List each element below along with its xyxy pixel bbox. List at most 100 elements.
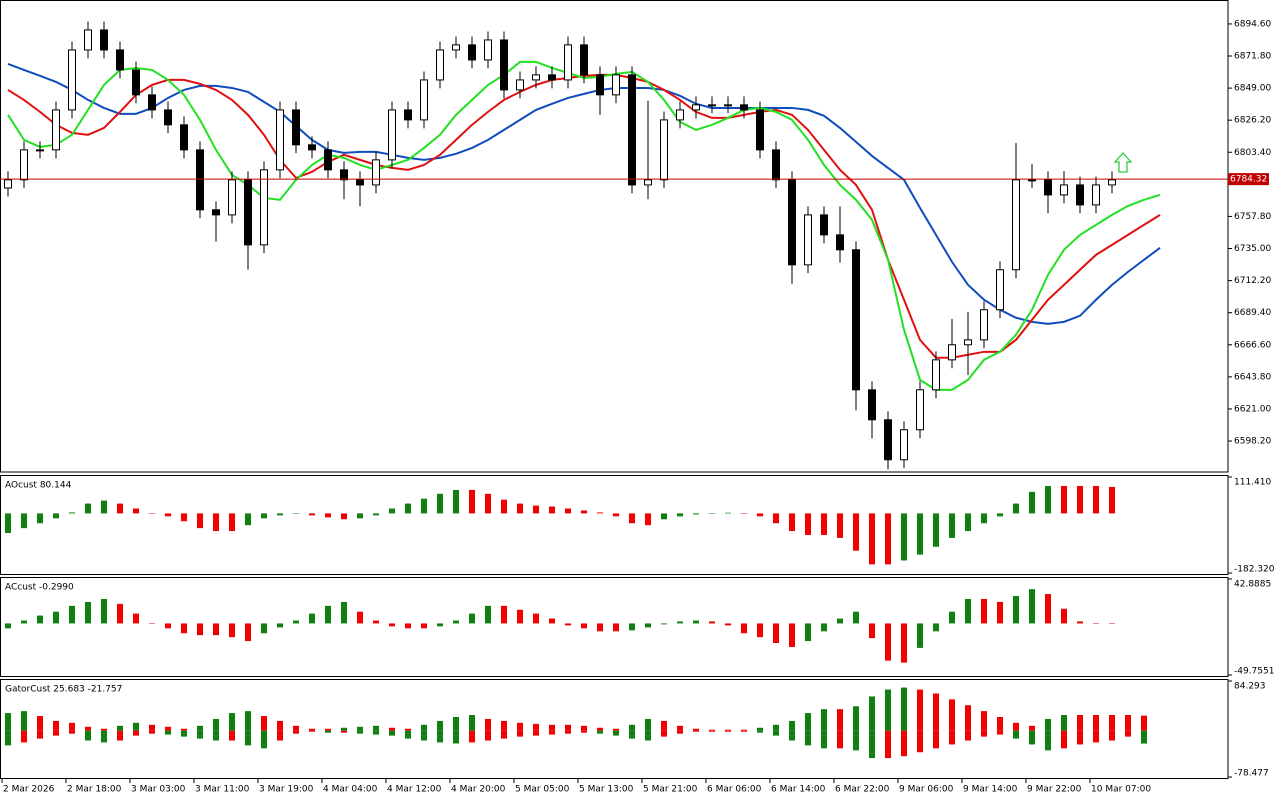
gator-bar bbox=[1077, 730, 1083, 745]
panel-title: ACcust -0.2990 bbox=[5, 583, 74, 593]
y-tick-label: -49.7551 bbox=[1234, 667, 1274, 677]
candle-body bbox=[340, 169, 348, 181]
histogram-bar bbox=[293, 620, 299, 624]
gator-bar bbox=[101, 730, 107, 743]
histogram-bar bbox=[581, 623, 587, 629]
gator-bar bbox=[581, 725, 587, 731]
histogram-bar bbox=[133, 613, 139, 624]
x-tick-label: 4 Mar 20:00 bbox=[451, 785, 506, 795]
gator-bar bbox=[773, 730, 779, 736]
y-tick-label: 111.410 bbox=[1234, 478, 1271, 488]
histogram-bar bbox=[357, 611, 363, 624]
gator-bar bbox=[405, 730, 411, 739]
gator-bar bbox=[261, 730, 267, 749]
histogram-bar bbox=[773, 513, 779, 524]
histogram-bar bbox=[933, 623, 939, 632]
gator-bar bbox=[821, 709, 827, 731]
y-tick-label: 6803.40 bbox=[1234, 148, 1271, 158]
histogram-bar bbox=[341, 601, 347, 624]
panel-title: AOcust 80.144 bbox=[5, 481, 72, 491]
candle-body bbox=[676, 109, 684, 121]
gator-bar bbox=[181, 728, 187, 731]
candle-body bbox=[1108, 179, 1116, 186]
histogram-bar bbox=[805, 623, 811, 642]
candle-body bbox=[84, 29, 92, 51]
gator-bar bbox=[421, 724, 427, 731]
gator-bar bbox=[949, 699, 955, 731]
y-tick-label: 6712.20 bbox=[1234, 276, 1271, 286]
gator-bar bbox=[277, 720, 283, 731]
gator-bar bbox=[293, 725, 299, 731]
candle-body bbox=[1076, 184, 1084, 206]
y-tick-label: 6621.00 bbox=[1234, 404, 1271, 414]
candle-body bbox=[1012, 179, 1020, 271]
histogram-bar bbox=[965, 598, 971, 624]
gator-bar bbox=[437, 730, 443, 743]
candle-body bbox=[708, 104, 716, 107]
gator-bar bbox=[245, 711, 251, 731]
candle-body bbox=[756, 109, 764, 151]
histogram-bar bbox=[5, 513, 11, 534]
gator-bar bbox=[1093, 715, 1099, 731]
gator-bar bbox=[949, 730, 955, 745]
candle-body bbox=[276, 109, 284, 171]
histogram-bar bbox=[1093, 485, 1099, 514]
histogram-bar bbox=[1029, 491, 1035, 514]
candle-body bbox=[564, 44, 572, 81]
histogram-bar bbox=[709, 513, 715, 514]
histogram-bar bbox=[661, 513, 667, 520]
y-tick-label: -78.477 bbox=[1234, 769, 1269, 779]
gator-bar bbox=[837, 709, 843, 731]
candle-body bbox=[500, 39, 508, 91]
gator-bar bbox=[1093, 730, 1099, 743]
y-tick-label: 6757.80 bbox=[1234, 212, 1271, 222]
histogram-bar bbox=[565, 623, 571, 626]
gator-bar bbox=[1141, 730, 1147, 744]
gator-bar bbox=[1029, 730, 1035, 745]
histogram-bar bbox=[533, 613, 539, 624]
histogram-bar bbox=[149, 513, 155, 514]
histogram-bar bbox=[709, 621, 715, 624]
gator-bar bbox=[501, 720, 507, 731]
histogram-bar bbox=[677, 621, 683, 624]
histogram-bar bbox=[277, 513, 283, 516]
gator-bar bbox=[661, 720, 667, 731]
gator-bar bbox=[901, 730, 907, 757]
candle-body bbox=[388, 109, 396, 161]
gator-bar bbox=[693, 728, 699, 731]
gator-bar bbox=[197, 725, 203, 731]
candle-body bbox=[772, 149, 780, 181]
histogram-bar bbox=[165, 623, 171, 629]
histogram-bar bbox=[981, 513, 987, 524]
histogram-bar bbox=[949, 513, 955, 538]
gator-bar bbox=[5, 713, 11, 731]
current-price-box bbox=[1228, 173, 1269, 186]
gator-bar bbox=[389, 730, 395, 736]
candle-body bbox=[228, 179, 236, 216]
histogram-bar bbox=[469, 613, 475, 624]
histogram-bar bbox=[1029, 589, 1035, 624]
gator-bar bbox=[213, 730, 219, 741]
histogram-bar bbox=[933, 513, 939, 547]
candle-body bbox=[244, 179, 252, 246]
gator-bar bbox=[165, 730, 171, 735]
candle-body bbox=[420, 79, 428, 121]
gator-bar bbox=[149, 724, 155, 731]
current-price-label: 6784.32 bbox=[1230, 175, 1267, 185]
candle-body bbox=[36, 149, 44, 152]
histogram-bar bbox=[597, 623, 603, 632]
gator-bar bbox=[1109, 730, 1115, 741]
histogram-bar bbox=[1013, 503, 1019, 514]
candle-body bbox=[1044, 179, 1052, 196]
panel-frame bbox=[0, 475, 1229, 575]
candle-body bbox=[596, 74, 604, 96]
x-tick-label: 4 Mar 12:00 bbox=[387, 785, 442, 795]
gator-bar bbox=[1013, 730, 1019, 739]
gator-bar bbox=[37, 716, 43, 731]
gator-bar bbox=[213, 718, 219, 731]
candle-body bbox=[164, 109, 172, 126]
gator-bar bbox=[1061, 730, 1067, 749]
histogram-bar bbox=[1109, 623, 1115, 624]
candle-body bbox=[436, 49, 444, 81]
gator-bar bbox=[901, 687, 907, 731]
